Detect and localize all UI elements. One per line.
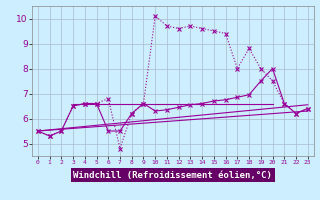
X-axis label: Windchill (Refroidissement éolien,°C): Windchill (Refroidissement éolien,°C)	[73, 171, 272, 180]
